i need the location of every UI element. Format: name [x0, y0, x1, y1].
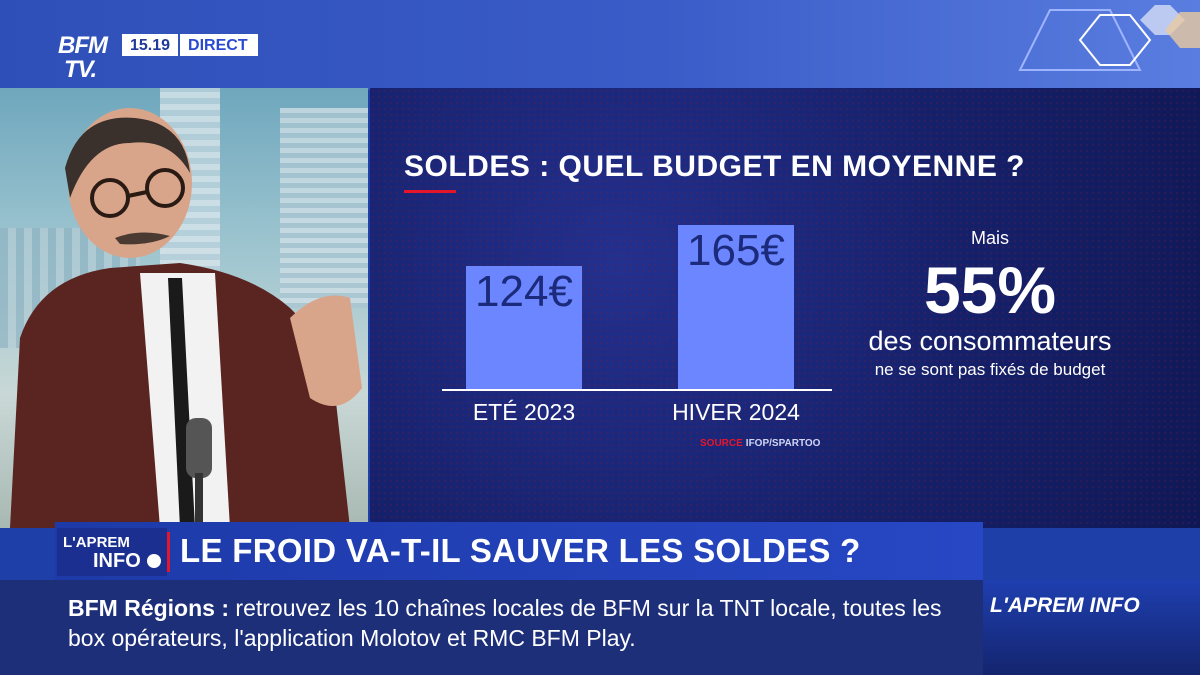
bar-1 — [466, 266, 582, 390]
stat-prefix: Mais — [970, 228, 1009, 248]
bfmtv-logo: BFM TV. — [58, 32, 118, 86]
hexagon-decoration — [1018, 5, 1200, 71]
bar-chart-svg: 124€ ETÉ 2023 165€ HIVER 2024 — [442, 225, 832, 425]
source-text: IFOP/SPARTOO — [745, 438, 821, 449]
ticker-separator: : — [214, 595, 236, 621]
stat-caption: des consommateurs — [868, 326, 1112, 356]
lower-third-separator — [167, 532, 170, 572]
ticker-label: BFM Régions — [68, 595, 215, 621]
ticker-text: BFM Régions : retrouvez les 10 chaînes l… — [68, 593, 978, 653]
broadcast-icon — [147, 554, 161, 568]
category-label: HIVER 2024 — [672, 399, 800, 425]
stat-subcaption: ne se sont pas fixés de budget — [874, 360, 1106, 379]
show-logo-bottom: INFO — [93, 550, 141, 572]
headline: LE FROID VA-T-IL SAUVER LES SOLDES ? — [180, 532, 861, 569]
title-underline — [404, 190, 456, 193]
category-label: ETÉ 2023 — [473, 399, 575, 425]
chart-title: SOLDES : QUEL BUDGET EN MOYENNE ? — [404, 150, 1025, 183]
chart-source: SOURCE IFOP/SPARTOO — [700, 438, 820, 449]
stat-value: 55% — [923, 253, 1057, 327]
studio-background — [0, 88, 368, 528]
bar-value-label: 165€ — [687, 226, 785, 275]
brand-box — [983, 580, 1200, 675]
broadcast-time: 15.19 — [122, 34, 179, 56]
building — [280, 108, 368, 308]
logo-text-top: BFM — [58, 32, 108, 59]
show-logo-top: L'APREM — [63, 534, 130, 551]
show-brand: L'APREM INFO — [990, 594, 1140, 617]
live-badge: DIRECT — [180, 34, 258, 56]
logo-text-bottom: TV. — [64, 56, 97, 83]
lower-third — [55, 522, 983, 580]
source-label: SOURCE — [700, 438, 743, 449]
bar-2 — [678, 225, 794, 390]
bar-value-label: 124€ — [475, 267, 573, 316]
bar-chart: 124€ ETÉ 2023 165€ HIVER 2024 — [440, 210, 840, 460]
time-bar: 15.19 DIRECT — [122, 34, 258, 56]
presenter-figure — [10, 108, 362, 528]
show-logo: L'APREM INFO — [57, 528, 167, 576]
ticker-message: retrouvez les 10 chaînes locales de BFM … — [68, 595, 942, 651]
